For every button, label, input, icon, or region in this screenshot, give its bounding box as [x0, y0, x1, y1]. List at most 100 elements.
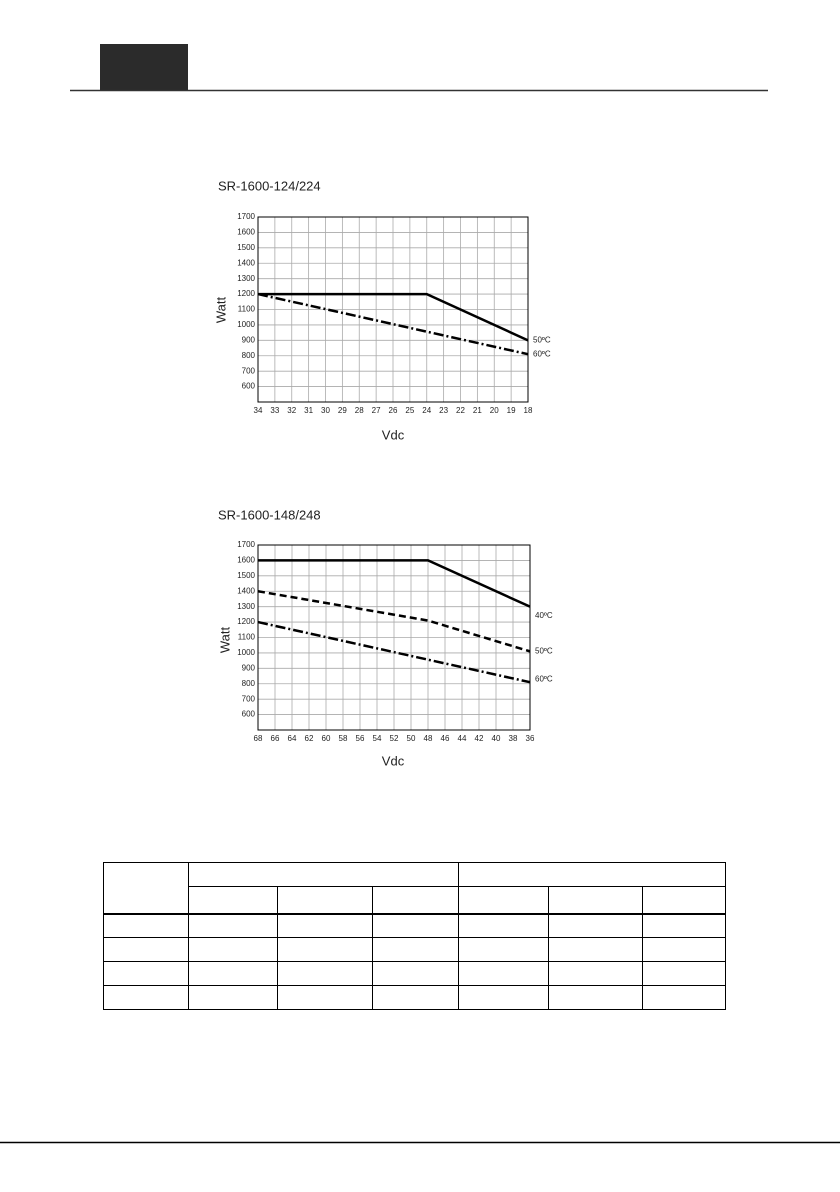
- y-tick-label: 1500: [237, 243, 255, 252]
- table-cell: [372, 937, 459, 962]
- x-axis-label: Vdc: [382, 427, 405, 442]
- table-cell: [458, 961, 549, 986]
- table-cell: [548, 961, 643, 986]
- y-tick-label: 800: [242, 351, 256, 360]
- x-tick-label: 27: [372, 406, 381, 415]
- table-cell: [458, 913, 549, 938]
- x-tick-label: 40: [492, 734, 501, 743]
- x-axis-label: Vdc: [382, 753, 405, 768]
- x-tick-label: 21: [473, 406, 482, 415]
- x-tick-label: 44: [458, 734, 467, 743]
- y-tick-label: 1300: [237, 274, 255, 283]
- y-tick-label: 1400: [237, 586, 255, 595]
- y-tick-label: 1000: [237, 648, 255, 657]
- y-tick-label: 1200: [237, 617, 255, 626]
- table-cell: [458, 886, 549, 914]
- table-cell: [458, 985, 549, 1010]
- x-tick-label: 62: [305, 734, 314, 743]
- table-cell: [458, 937, 549, 962]
- table-cell: [103, 862, 189, 914]
- y-tick-label: 800: [242, 679, 256, 688]
- x-tick-label: 30: [321, 406, 330, 415]
- x-tick-label: 18: [524, 406, 533, 415]
- y-tick-label: 1400: [237, 258, 255, 267]
- line-series: [257, 590, 531, 653]
- x-tick-label: 52: [390, 734, 399, 743]
- x-tick-label: 56: [356, 734, 365, 743]
- plot-frame: [257, 544, 531, 731]
- table-cell: [188, 862, 459, 887]
- y-tick-label: 1200: [237, 289, 255, 298]
- series-label: 60ºC: [533, 349, 551, 358]
- table-cell: [642, 961, 726, 986]
- table-cell: [277, 961, 373, 986]
- chart-title: SR-1600-124/224: [218, 178, 321, 193]
- x-tick-label: 20: [490, 406, 499, 415]
- x-tick-label: 22: [456, 406, 465, 415]
- table-cell: [642, 913, 726, 938]
- line-series: [257, 292, 529, 356]
- y-tick-label: 900: [242, 663, 256, 672]
- x-tick-label: 34: [254, 406, 263, 415]
- x-tick-label: 42: [475, 734, 484, 743]
- x-tick-label: 50: [407, 734, 416, 743]
- x-tick-label: 60: [322, 734, 331, 743]
- x-tick-label: 48: [424, 734, 433, 743]
- y-tick-label: 1300: [237, 602, 255, 611]
- y-tick-label: 1000: [237, 320, 255, 329]
- y-tick-label: 1600: [237, 556, 255, 565]
- y-tick-label: 1700: [237, 212, 255, 221]
- table-cell: [277, 913, 373, 938]
- table-cell: [642, 937, 726, 962]
- line-series: [257, 620, 531, 684]
- table-cell: [548, 937, 643, 962]
- y-tick-label: 900: [242, 335, 256, 344]
- y-tick-label: 1700: [237, 540, 255, 549]
- plot-frame: [257, 216, 529, 403]
- table-cell: [548, 886, 643, 914]
- table-cell: [458, 862, 726, 887]
- line-series: [258, 292, 529, 342]
- x-tick-label: 19: [507, 406, 516, 415]
- x-tick-label: 31: [304, 406, 313, 415]
- x-tick-label: 68: [254, 734, 263, 743]
- x-tick-label: 32: [287, 406, 296, 415]
- spec-table: [103, 862, 726, 1010]
- y-tick-label: 700: [242, 694, 256, 703]
- x-tick-label: 29: [338, 406, 347, 415]
- table-cell: [188, 937, 278, 962]
- y-tick-label: 1500: [237, 571, 255, 580]
- x-tick-label: 25: [405, 406, 414, 415]
- table-cell: [642, 886, 726, 914]
- x-tick-label: 66: [271, 734, 280, 743]
- series-label: 40ºC: [535, 611, 553, 620]
- y-axis-label: Watt: [213, 296, 228, 323]
- table-cell: [372, 886, 459, 914]
- y-tick-label: 1100: [238, 633, 256, 642]
- table-cell: [277, 985, 373, 1010]
- table-cell: [642, 985, 726, 1010]
- x-tick-label: 64: [288, 734, 297, 743]
- x-tick-label: 46: [441, 734, 450, 743]
- table-cell: [188, 985, 278, 1010]
- x-tick-label: 54: [373, 734, 382, 743]
- x-tick-label: 58: [339, 734, 348, 743]
- y-tick-label: 700: [242, 366, 256, 375]
- chart-title: SR-1600-148/248: [218, 507, 321, 522]
- y-tick-label: 1100: [238, 305, 256, 314]
- x-tick-label: 23: [439, 406, 448, 415]
- table-cell: [372, 913, 459, 938]
- table-cell: [188, 961, 278, 986]
- y-tick-label: 600: [242, 710, 256, 719]
- table-cell: [277, 886, 373, 914]
- series-label: 60ºC: [535, 674, 553, 683]
- table-cell: [188, 913, 278, 938]
- x-tick-label: 38: [509, 734, 518, 743]
- table-cell: [548, 985, 643, 1010]
- y-tick-label: 1600: [237, 228, 255, 237]
- table-cell: [103, 913, 189, 938]
- header-block: [100, 44, 188, 90]
- series-label: 50ºC: [535, 646, 553, 655]
- y-axis-label: Watt: [217, 626, 232, 653]
